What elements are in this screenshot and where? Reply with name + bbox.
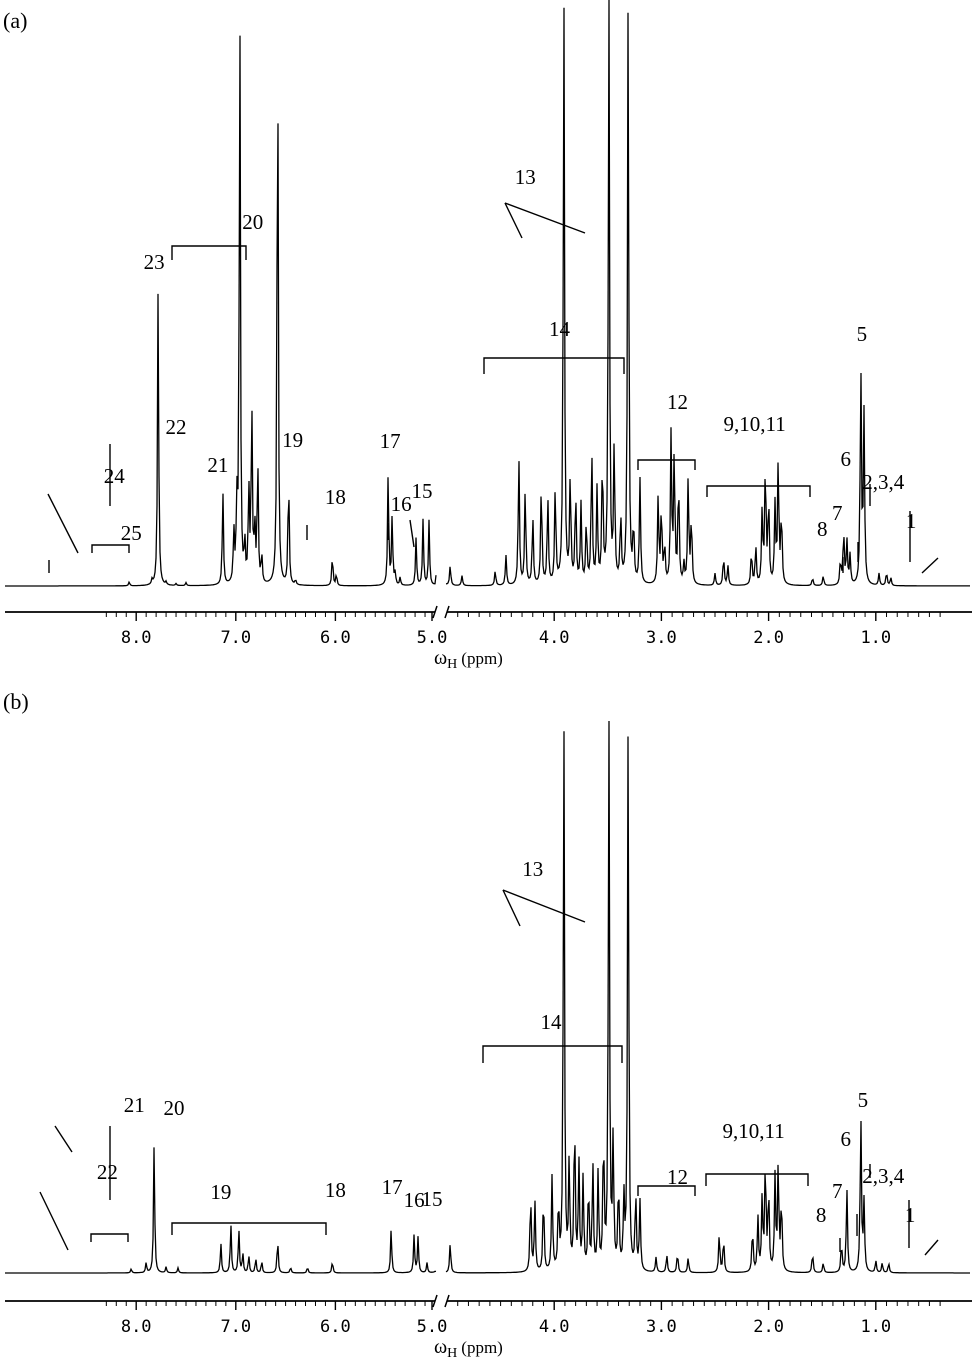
peak-label-b-12: 17 (382, 1175, 403, 1199)
x-tick-label-a-1: 7.0 (220, 628, 251, 648)
peak-label-a-1: 2,3,4 (862, 470, 905, 494)
bracket-14-b (482, 1045, 623, 1063)
peak-label-b-4: 7 (832, 1179, 843, 1203)
x-tick-label-a-3: 5.0 (417, 628, 448, 648)
x-tick-label-a-6: 2.0 (753, 628, 784, 648)
peak-label-a-0: 1 (906, 509, 917, 533)
peak-label-a-9: 14 (549, 317, 571, 341)
peak-label-b-14: 19 (210, 1180, 231, 1204)
panel-a: (a) 8.0 7.0 6.0 5.0 4.0 3.0 2.0 1.0 ωH (ppm) 12,… (3, 0, 972, 672)
x-tick-label-b-4: 4.0 (539, 1317, 570, 1337)
annotation-leaders-b (39, 889, 939, 1256)
peak-label-a-7: 12 (667, 390, 688, 414)
peak-label-b-10: 15 (422, 1187, 443, 1211)
x-tick-labels-b: 8.0 7.0 6.0 5.0 4.0 3.0 2.0 1.0 (121, 1317, 891, 1337)
peak-label-a-12: 17 (380, 429, 401, 453)
leader-13-b-2 (502, 889, 586, 923)
bracket-91011-b (705, 1173, 809, 1186)
x-tick-label-b-2: 6.0 (320, 1317, 351, 1337)
x-tick-label-a-5: 3.0 (646, 628, 677, 648)
peak-label-a-15: 20 (242, 210, 263, 234)
peak-label-b-2: 5 (858, 1088, 869, 1112)
peak-label-a-14: 19 (282, 428, 303, 452)
leader-15-a (409, 519, 415, 548)
x-axis-title-a: ωH (ppm) (434, 647, 503, 672)
leader-22-b (39, 1191, 69, 1251)
peak-label-a-11: 16 (391, 492, 412, 516)
x-tick-label-b-0: 8.0 (121, 1317, 152, 1337)
peak-label-a-16: 21 (207, 453, 228, 477)
x-tick-labels-a: 8.0 7.0 6.0 5.0 4.0 3.0 2.0 1.0 (121, 628, 891, 648)
peak-label-a-13: 18 (325, 485, 346, 509)
x-tick-label-a-2: 6.0 (320, 628, 351, 648)
leader-21-b (54, 1125, 73, 1153)
peak-label-a-18: 23 (144, 250, 165, 274)
peak-label-a-3: 6 (841, 447, 852, 471)
x-tick-label-a-7: 1.0 (860, 628, 891, 648)
panel-a-label: (a) (3, 8, 27, 33)
peak-label-a-17: 22 (166, 415, 187, 439)
leader-13-a-2 (504, 202, 586, 234)
leader-24-a (47, 493, 79, 554)
x-tick-label-b-7: 1.0 (860, 1317, 891, 1337)
x-axis-title-b: ωH (ppm) (434, 1336, 503, 1361)
x-tick-label-b-3: 5.0 (417, 1317, 448, 1337)
leader-1-b (924, 1239, 939, 1256)
bracket-20-b (90, 1233, 129, 1242)
x-ticks-a (105, 612, 941, 621)
peak-label-a-6: 9,10,11 (724, 412, 786, 436)
bracket-91011-a (706, 485, 811, 497)
peak-label-b-8: 13 (522, 857, 543, 881)
spectrum-trace-b (5, 720, 970, 1274)
peak-label-b-17: 22 (97, 1160, 118, 1184)
axis-break-b (432, 1294, 450, 1308)
panel-b: (b) 8.0 7.0 6.0 5.0 4.0 3.0 2.0 1.0 ωH (ppm) 12,… (3, 689, 972, 1361)
peak-label-a-8: 13 (515, 165, 536, 189)
leader-13-b-1 (502, 889, 521, 927)
peak-label-b-5: 8 (816, 1203, 827, 1227)
x-tick-label-b-1: 7.0 (220, 1317, 251, 1337)
peak-label-b-1: 2,3,4 (862, 1164, 905, 1188)
x-tick-label-a-0: 8.0 (121, 628, 152, 648)
peak-label-a-19: 24 (104, 464, 126, 488)
peak-label-b-9: 14 (540, 1010, 562, 1034)
leader-1-a (921, 557, 939, 574)
leader-13-a-1 (504, 202, 523, 239)
peak-label-a-20: 25 (121, 521, 142, 545)
peak-label-b-13: 18 (325, 1178, 346, 1202)
peak-label-b-11: 16 (404, 1188, 425, 1212)
peak-label-a-5: 8 (817, 517, 828, 541)
peak-label-b-0: 1 (905, 1203, 916, 1227)
spectrum-trace-a (5, 0, 970, 587)
bracket-12-a (637, 459, 696, 470)
peak-label-b-16: 21 (124, 1093, 145, 1117)
x-tick-label-b-6: 2.0 (753, 1317, 784, 1337)
peak-label-b-7: 12 (667, 1165, 688, 1189)
bracket-20-a (171, 245, 247, 260)
bracket-18-b (171, 1222, 327, 1235)
bracket-14-a (483, 357, 625, 374)
peak-label-a-2: 5 (857, 322, 868, 346)
axis-break-a (432, 605, 450, 619)
x-tick-label-b-5: 3.0 (646, 1317, 677, 1337)
peak-label-a-4: 7 (832, 501, 843, 525)
bracket-12-b (637, 1185, 696, 1196)
peak-label-a-10: 15 (412, 479, 433, 503)
x-ticks-b (105, 1301, 941, 1310)
bracket-22-a (91, 544, 130, 553)
panel-b-label: (b) (3, 689, 29, 714)
annotation-leaders-a (47, 202, 939, 574)
peak-label-b-6: 9,10,11 (722, 1119, 784, 1143)
peak-label-b-15: 20 (164, 1096, 185, 1120)
peak-label-b-3: 6 (841, 1127, 852, 1151)
x-tick-label-a-4: 4.0 (539, 628, 570, 648)
